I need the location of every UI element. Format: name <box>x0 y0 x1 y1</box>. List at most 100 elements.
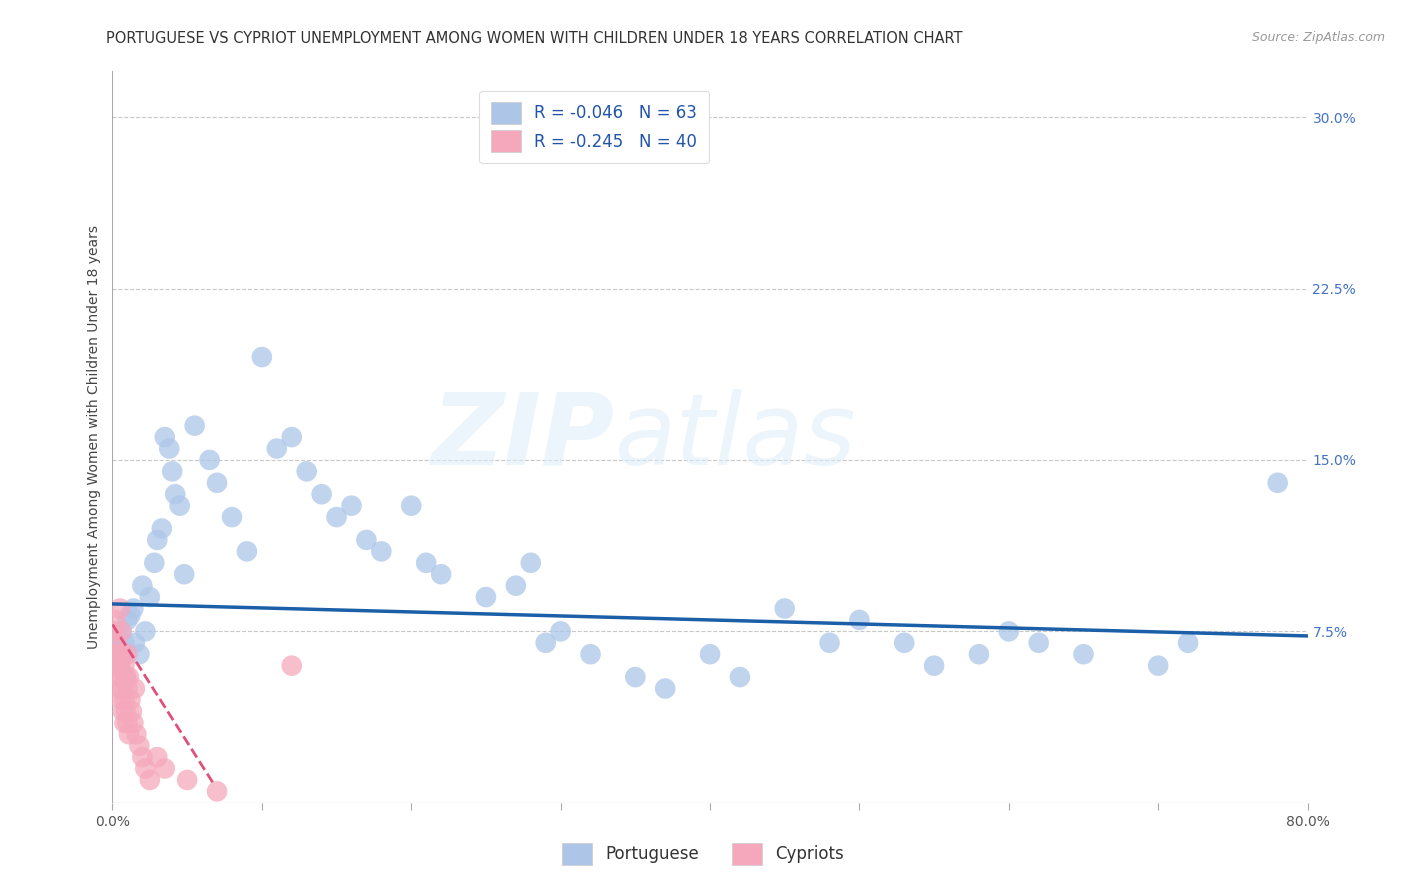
Point <box>356 533 378 547</box>
Point <box>146 533 169 547</box>
Point <box>176 772 198 787</box>
Point <box>370 544 392 558</box>
Point <box>430 567 453 582</box>
Point <box>122 601 145 615</box>
Point <box>198 453 221 467</box>
Point <box>205 784 228 798</box>
Legend: R = -0.046   N = 63, R = -0.245   N = 40: R = -0.046 N = 63, R = -0.245 N = 40 <box>479 91 709 163</box>
Point <box>311 487 333 501</box>
Point <box>131 750 153 764</box>
Point <box>281 658 304 673</box>
Point <box>146 750 169 764</box>
Point <box>115 670 138 684</box>
Point <box>110 670 132 684</box>
Point <box>162 464 183 478</box>
Point <box>111 647 134 661</box>
Point <box>153 762 176 776</box>
Point <box>122 715 145 730</box>
Point <box>534 636 557 650</box>
Point <box>118 727 141 741</box>
Point <box>111 647 134 661</box>
Point <box>134 624 156 639</box>
Point <box>153 430 176 444</box>
Point <box>117 715 139 730</box>
Point <box>128 739 150 753</box>
Point <box>105 636 128 650</box>
Point <box>120 608 142 623</box>
Point <box>131 579 153 593</box>
Text: PORTUGUESE VS CYPRIOT UNEMPLOYMENT AMONG WOMEN WITH CHILDREN UNDER 18 YEARS CORR: PORTUGUESE VS CYPRIOT UNEMPLOYMENT AMONG… <box>105 31 963 46</box>
Point <box>236 544 259 558</box>
Point <box>401 499 423 513</box>
Point <box>120 693 142 707</box>
Point <box>107 670 129 684</box>
Point <box>117 681 139 696</box>
Point <box>281 430 304 444</box>
Point <box>107 647 129 661</box>
Point <box>502 128 524 143</box>
Point <box>550 624 572 639</box>
Point <box>967 647 990 661</box>
Text: atlas: atlas <box>614 389 856 485</box>
Point <box>157 442 180 456</box>
Point <box>1147 658 1170 673</box>
Point <box>108 601 131 615</box>
Point <box>325 510 347 524</box>
Y-axis label: Unemployment Among Women with Children Under 18 years: Unemployment Among Women with Children U… <box>87 225 101 649</box>
Point <box>998 624 1021 639</box>
Point <box>520 556 543 570</box>
Point <box>108 658 131 673</box>
Point <box>105 632 128 646</box>
Point <box>728 670 751 684</box>
Point <box>1267 475 1289 490</box>
Point <box>118 670 141 684</box>
Point <box>111 705 134 719</box>
Point <box>415 556 437 570</box>
Point <box>173 567 195 582</box>
Point <box>121 705 143 719</box>
Point <box>579 647 602 661</box>
Point <box>114 636 135 650</box>
Point <box>110 693 132 707</box>
Point <box>103 624 125 639</box>
Point <box>848 613 870 627</box>
Point <box>773 601 796 615</box>
Legend: Portuguese, Cypriots: Portuguese, Cypriots <box>554 835 852 873</box>
Point <box>111 681 134 696</box>
Point <box>108 658 131 673</box>
Point <box>110 624 132 639</box>
Point <box>139 772 162 787</box>
Point <box>114 658 135 673</box>
Point <box>104 647 127 661</box>
Point <box>266 442 288 456</box>
Point <box>183 418 205 433</box>
Point <box>139 590 162 604</box>
Point <box>124 681 146 696</box>
Point <box>115 705 138 719</box>
Point <box>125 727 148 741</box>
Point <box>124 636 146 650</box>
Point <box>169 499 191 513</box>
Point <box>475 590 498 604</box>
Point <box>893 636 915 650</box>
Point <box>1073 647 1095 661</box>
Point <box>115 670 138 684</box>
Point <box>221 510 243 524</box>
Point <box>624 670 647 684</box>
Point <box>143 556 166 570</box>
Point <box>128 647 150 661</box>
Point <box>340 499 363 513</box>
Text: Source: ZipAtlas.com: Source: ZipAtlas.com <box>1251 31 1385 45</box>
Point <box>107 640 129 655</box>
Point <box>922 658 945 673</box>
Point <box>1028 636 1050 650</box>
Point <box>165 487 187 501</box>
Point <box>105 658 128 673</box>
Point <box>108 681 131 696</box>
Point <box>654 681 676 696</box>
Point <box>114 715 135 730</box>
Point <box>110 624 132 639</box>
Point <box>114 693 135 707</box>
Point <box>205 475 228 490</box>
Point <box>250 350 273 364</box>
